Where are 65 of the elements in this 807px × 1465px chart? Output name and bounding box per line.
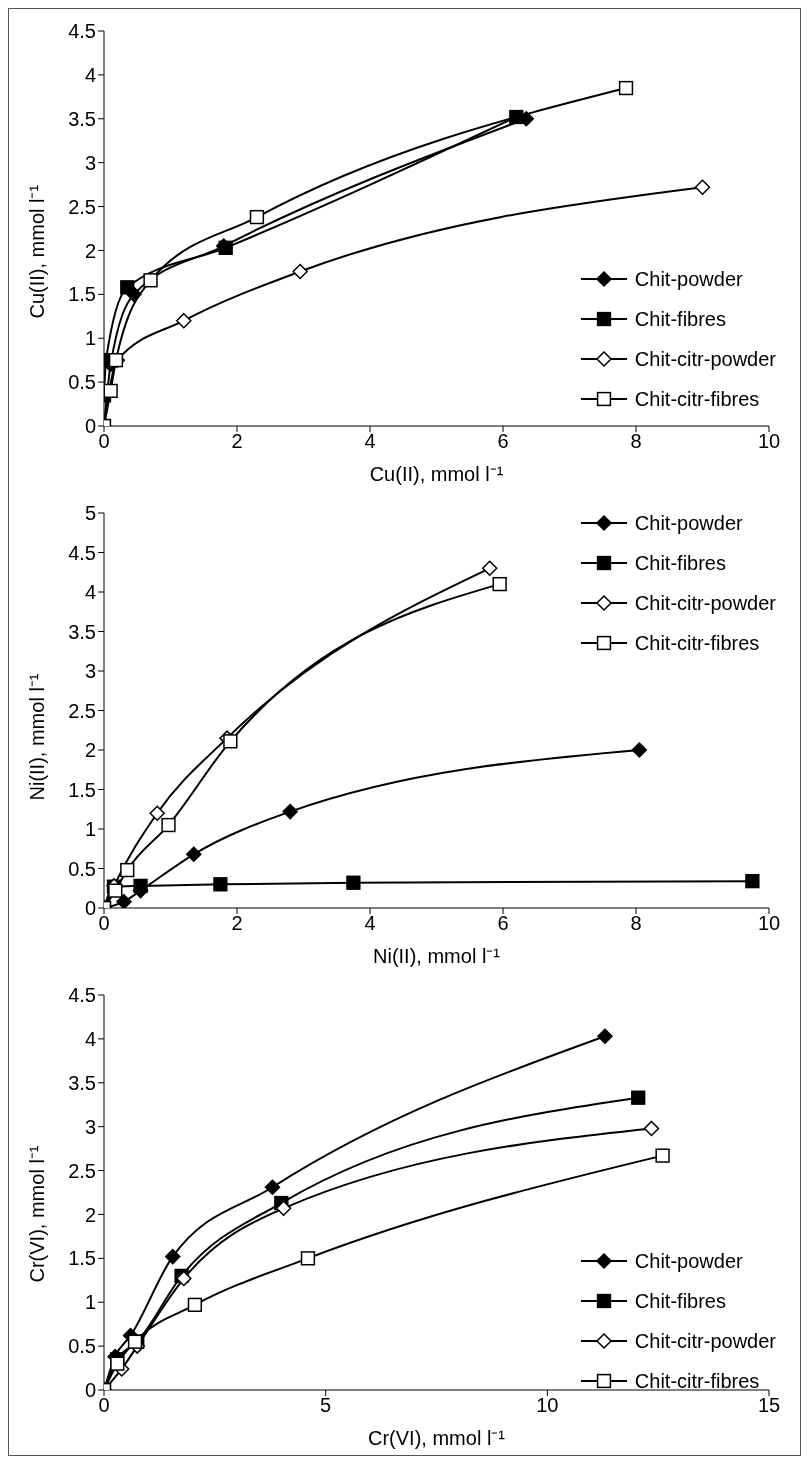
legend-label: Chit-citr-fibres bbox=[634, 631, 760, 655]
y-tick-label: 0 bbox=[84, 897, 96, 920]
y-tick-label: 1.5 bbox=[68, 283, 96, 306]
legend-label: Chit-fibres bbox=[634, 551, 726, 575]
y-tick-label: 4 bbox=[84, 63, 96, 86]
x-tick-label: 15 bbox=[757, 1394, 781, 1417]
y-tick-label: 2 bbox=[84, 239, 96, 262]
x-tick-label: 2 bbox=[231, 430, 243, 453]
x-tick-label: 10 bbox=[757, 430, 781, 453]
legend-label: Chit-citr-fibres bbox=[634, 387, 760, 411]
x-tick-label: 6 bbox=[497, 430, 509, 453]
x-tick-label: 4 bbox=[364, 912, 376, 935]
legend-label: Chit-fibres bbox=[634, 1289, 726, 1313]
y-tick-label: 4.5 bbox=[68, 541, 96, 564]
x-tick-label: 8 bbox=[630, 430, 642, 453]
x-tick-label: 10 bbox=[536, 1394, 559, 1417]
y-tick-label: 3 bbox=[84, 151, 96, 174]
y-tick-label: 4 bbox=[84, 581, 96, 604]
legend-label: Chit-citr-powder bbox=[634, 591, 776, 615]
y-tick-label: 2.5 bbox=[68, 1159, 96, 1182]
y-tick-label: 2 bbox=[84, 1203, 96, 1226]
x-tick-label: 6 bbox=[497, 912, 509, 935]
y-tick-label: 0.5 bbox=[68, 371, 96, 394]
y-tick-label: 1 bbox=[84, 1291, 96, 1314]
x-tick-label: 2 bbox=[231, 912, 243, 935]
legend-label: Chit-powder bbox=[634, 511, 743, 535]
x-tick-label: 0 bbox=[98, 912, 110, 935]
legend-label: Chit-powder bbox=[634, 267, 743, 291]
y-tick-label: 0 bbox=[84, 1379, 96, 1402]
x-tick-label: 0 bbox=[98, 1394, 110, 1417]
y-tick-label: 1 bbox=[84, 818, 96, 841]
y-tick-label: 4.5 bbox=[68, 20, 96, 43]
y-tick-label: 1.5 bbox=[68, 778, 96, 801]
y-tick-label: 3.5 bbox=[68, 1071, 96, 1094]
x-tick-label: 0 bbox=[98, 430, 110, 453]
y-axis-title: Cr(VI), mmol l⁻¹ bbox=[26, 1145, 49, 1283]
x-tick-label: 5 bbox=[320, 1394, 332, 1417]
y-tick-label: 1 bbox=[84, 327, 96, 350]
legend-label: Chit-citr-powder bbox=[634, 1329, 776, 1353]
y-tick-label: 3.5 bbox=[68, 107, 96, 130]
legend-label: Chit-citr-powder bbox=[634, 347, 776, 371]
y-tick-label: 4.5 bbox=[68, 984, 96, 1007]
y-axis-title: Cu(II), mmol l⁻¹ bbox=[26, 184, 49, 319]
legend-label: Chit-citr-fibres bbox=[634, 1369, 760, 1393]
y-tick-label: 3.5 bbox=[68, 620, 96, 643]
x-tick-label: 8 bbox=[630, 912, 642, 935]
y-tick-label: 0 bbox=[84, 415, 96, 438]
y-tick-label: 4 bbox=[84, 1027, 96, 1050]
x-axis-title: Cr(VI), mmol l⁻¹ bbox=[368, 1427, 506, 1449]
y-tick-label: 0.5 bbox=[68, 857, 96, 880]
x-axis-title: Cu(II), mmol l⁻¹ bbox=[369, 463, 504, 485]
x-tick-label: 10 bbox=[757, 912, 781, 935]
y-tick-label: 3 bbox=[84, 660, 96, 683]
legend-label: Chit-fibres bbox=[634, 307, 726, 331]
y-axis-title: Ni(II), mmol l⁻¹ bbox=[26, 673, 49, 801]
y-tick-label: 0.5 bbox=[68, 1335, 96, 1358]
y-tick-label: 2 bbox=[84, 739, 96, 762]
y-tick-label: 1.5 bbox=[68, 1247, 96, 1270]
x-tick-label: 4 bbox=[364, 430, 376, 453]
y-tick-label: 2.5 bbox=[68, 699, 96, 722]
y-tick-label: 5 bbox=[84, 502, 96, 525]
y-tick-label: 3 bbox=[84, 1115, 96, 1138]
y-tick-label: 2.5 bbox=[68, 195, 96, 218]
legend-label: Chit-powder bbox=[634, 1249, 743, 1273]
x-axis-title: Ni(II), mmol l⁻¹ bbox=[373, 945, 501, 967]
